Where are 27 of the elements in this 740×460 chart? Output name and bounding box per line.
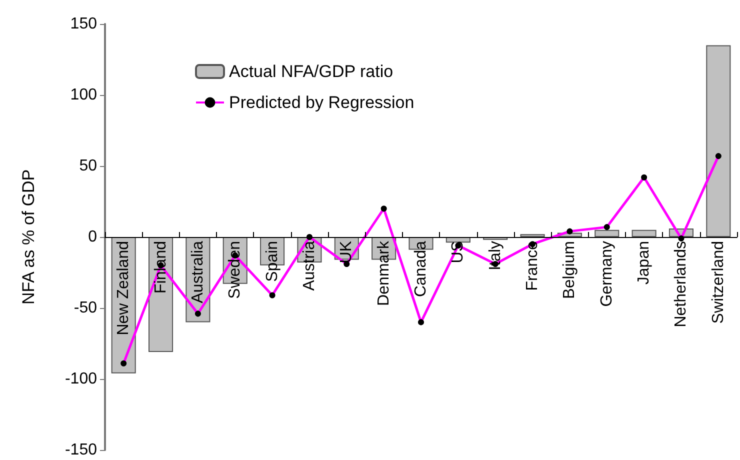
x-tick-label: Japan	[636, 241, 653, 285]
x-tick-label: Austria	[300, 240, 318, 291]
y-tick-label: 150	[70, 16, 98, 32]
x-tick-label: Canada	[412, 240, 430, 298]
legend-label: Actual NFA/GDP ratio	[229, 62, 394, 81]
x-tick-label: Germany	[598, 241, 616, 307]
y-tick-label: 0	[88, 228, 98, 246]
x-tick-label: Belgium	[561, 241, 578, 299]
x-tick-label: Switzerland	[710, 241, 727, 324]
legend-label: Predicted by Regression	[229, 93, 414, 112]
y-tick-label: 100	[70, 86, 98, 104]
bar	[632, 230, 656, 237]
y-tick-label: -100	[64, 370, 98, 388]
bar	[594, 230, 620, 237]
y-tick-label: 50	[79, 158, 98, 174]
x-tick-label: Denmark	[375, 240, 392, 306]
y-tick-label: -150	[64, 442, 98, 458]
y-tick-label: -50	[74, 300, 98, 316]
x-tick-label: New Zealand	[115, 241, 132, 336]
bar	[706, 45, 731, 237]
x-tick-label: Spain	[264, 241, 281, 282]
y-axis-title: NFA as % of GDP	[19, 169, 38, 305]
x-tick-label: UK	[338, 240, 356, 264]
x-tick-label: France	[524, 240, 542, 291]
x-tick-label: Australia	[189, 240, 206, 304]
x-tick-label: Netherlands	[672, 241, 690, 328]
bar	[148, 237, 174, 352]
